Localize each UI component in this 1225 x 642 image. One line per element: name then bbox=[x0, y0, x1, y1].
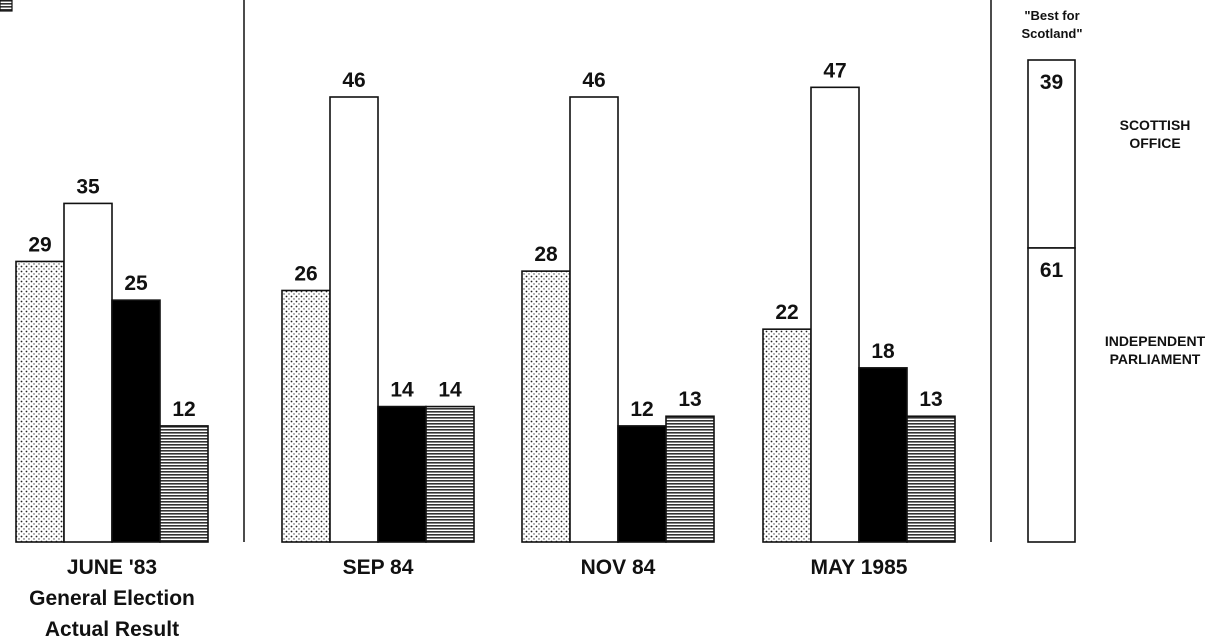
bar-2-1 bbox=[569, 96, 619, 543]
stack-segment-value-1: 61 bbox=[1040, 259, 1064, 282]
bar-1-2 bbox=[377, 405, 427, 543]
stack-segment-label-1-1: PARLIAMENT bbox=[1110, 351, 1201, 367]
bar-value-label-0-2: 25 bbox=[124, 272, 148, 295]
stack-segment-label-0-1: OFFICE bbox=[1129, 135, 1180, 151]
bar-value-label-2-0: 28 bbox=[534, 243, 558, 266]
stack-header-line-1: Scotland" bbox=[1021, 26, 1082, 41]
bar-1-1 bbox=[329, 96, 379, 543]
stack-segment-value-0: 39 bbox=[1040, 71, 1063, 94]
stacked-bar-group: "Best for Scotland" 39 SCOTTISH OFFICE 61 INDE… bbox=[1021, 8, 1206, 543]
bar-3-2 bbox=[858, 367, 908, 543]
stack-segment-1 bbox=[1027, 247, 1076, 543]
bar-3-3 bbox=[906, 415, 956, 543]
bar-1-3 bbox=[425, 405, 475, 543]
bar-2-2 bbox=[617, 425, 667, 543]
bar-value-label-1-0: 26 bbox=[294, 262, 317, 285]
bar-2-3 bbox=[665, 415, 715, 543]
bar-value-label-0-1: 35 bbox=[76, 175, 100, 198]
category-label-3-0: MAY 1985 bbox=[811, 556, 908, 579]
bar-0-3 bbox=[159, 425, 209, 543]
stack-segment-label-0-0: SCOTTISH bbox=[1120, 117, 1191, 133]
bar-value-label-0-3: 12 bbox=[172, 398, 195, 421]
bar-value-label-3-2: 18 bbox=[871, 340, 895, 363]
stack-segment-label-1-0: INDEPENDENT bbox=[1105, 333, 1206, 349]
bar-value-label-2-1: 46 bbox=[582, 69, 605, 92]
legend-swatch-lines bbox=[0, 0, 13, 12]
bar-1-0 bbox=[281, 289, 331, 543]
category-label-0-1: General Election bbox=[29, 587, 195, 610]
bar-0-2 bbox=[111, 299, 161, 543]
stack-header-line-0: "Best for bbox=[1024, 8, 1079, 23]
category-label-0-0: JUNE '83 bbox=[67, 556, 157, 579]
bar-value-label-1-2: 14 bbox=[390, 379, 414, 402]
category-label-1-0: SEP 84 bbox=[343, 556, 414, 579]
category-label-0-2: Actual Result bbox=[45, 618, 179, 641]
bar-value-label-3-0: 22 bbox=[775, 301, 798, 324]
bar-2-0 bbox=[521, 270, 571, 543]
bar-0-0 bbox=[15, 260, 65, 543]
bar-3-1 bbox=[810, 86, 860, 543]
bar-3-0 bbox=[762, 328, 812, 543]
bar-value-label-0-0: 29 bbox=[28, 233, 51, 256]
bar-0-1 bbox=[63, 202, 113, 543]
bar-value-label-1-3: 14 bbox=[438, 379, 462, 402]
category-label-2-0: NOV 84 bbox=[581, 556, 656, 579]
bar-value-label-2-3: 13 bbox=[678, 388, 701, 411]
stack-segment-0 bbox=[1027, 59, 1076, 249]
bar-value-label-1-1: 46 bbox=[342, 69, 365, 92]
bar-value-label-2-2: 12 bbox=[630, 398, 653, 421]
bar-value-label-3-3: 13 bbox=[919, 388, 942, 411]
bar-value-label-3-1: 47 bbox=[823, 59, 846, 82]
bar-group: 29 35 25 12 JUNE '83 General Election Actual R… bbox=[15, 59, 956, 641]
